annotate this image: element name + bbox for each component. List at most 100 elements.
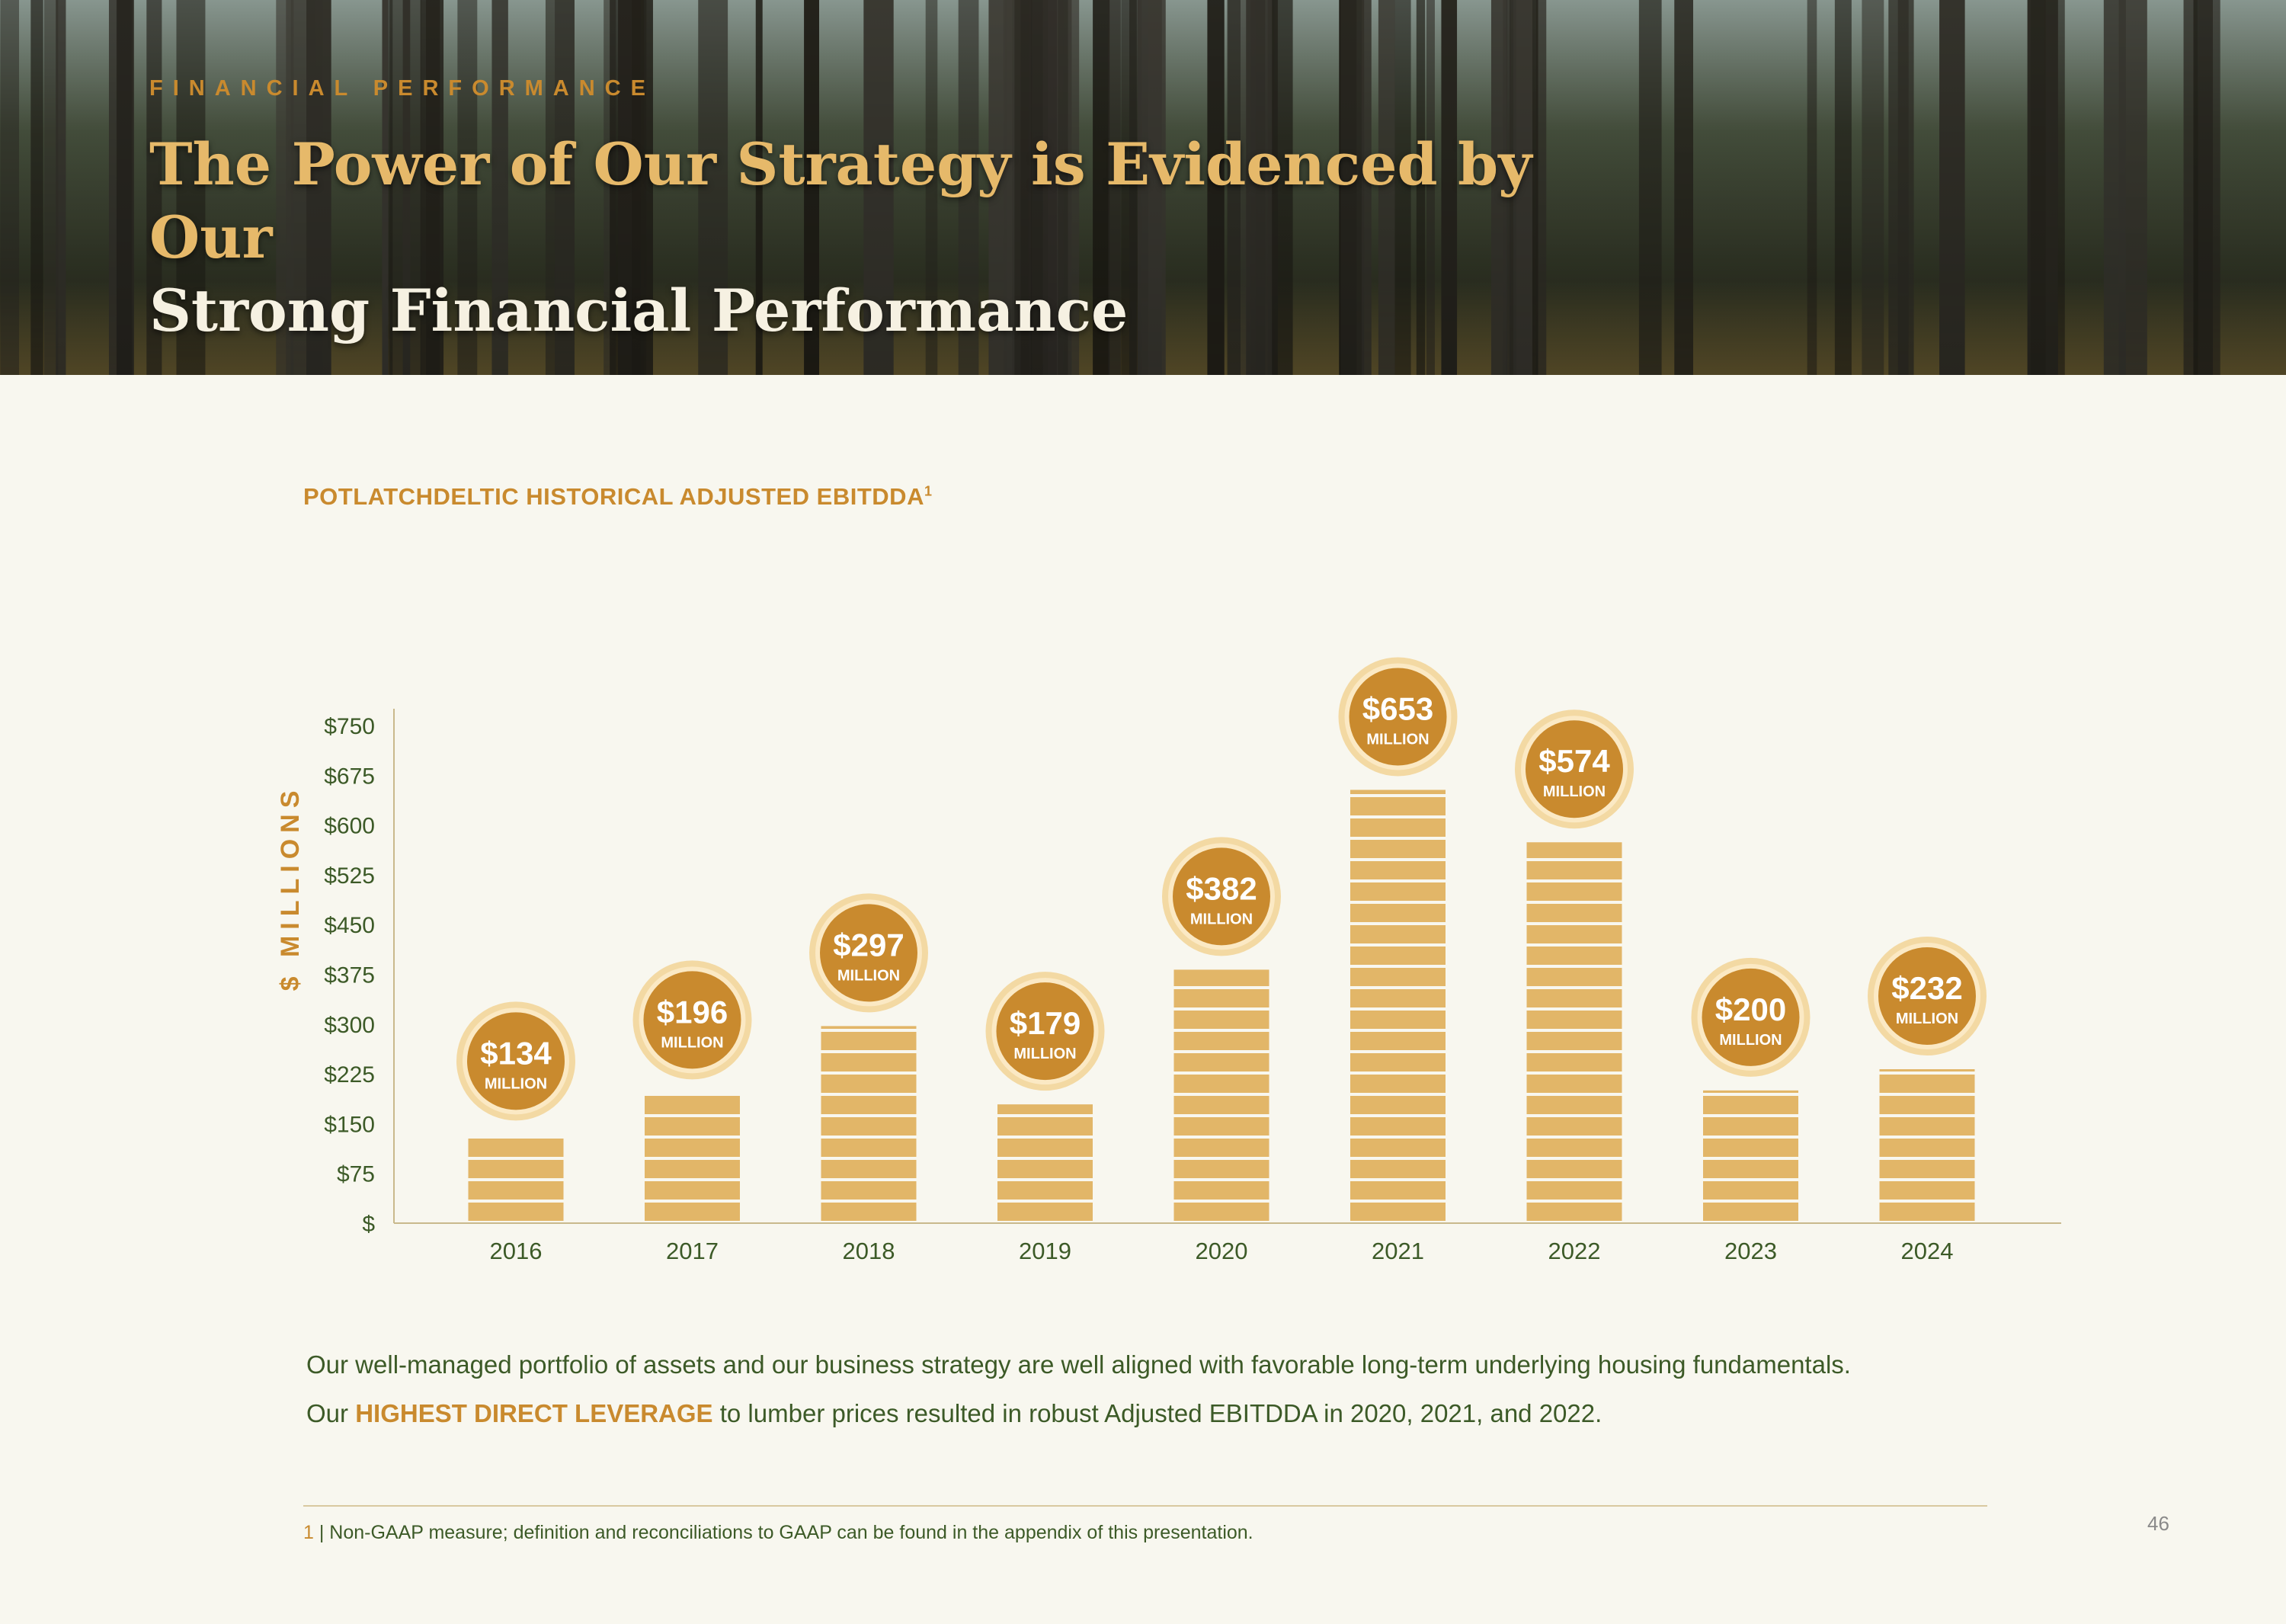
body-paragraph-2: Our HIGHEST DIRECT LEVERAGE to lumber pr…	[306, 1399, 2135, 1428]
x-tick-label: 2018	[843, 1238, 895, 1264]
bar-segment	[1526, 1096, 1622, 1114]
bar-segment	[1526, 989, 1622, 1007]
bar-segment	[997, 1104, 1093, 1114]
bar-segment	[645, 1139, 740, 1157]
bar-segment	[1173, 1181, 1269, 1200]
bar-segment	[468, 1139, 564, 1157]
bar-segment	[1173, 1139, 1269, 1157]
bar-segment	[821, 1117, 917, 1136]
value-badge	[1526, 720, 1623, 818]
bar-segment	[1526, 904, 1622, 922]
data-label-unit: MILLION	[1366, 731, 1429, 748]
bar-segment	[1879, 1181, 1975, 1200]
bar-segment	[1350, 1011, 1446, 1029]
bar-segment	[1173, 1096, 1269, 1114]
bar-segment	[821, 1032, 917, 1050]
page-number: 46	[2147, 1512, 2169, 1535]
bar-segment	[468, 1160, 564, 1178]
y-tick-label: $150	[324, 1112, 375, 1137]
hero-banner: FINANCIAL PERFORMANCE The Power of Our S…	[0, 0, 2286, 375]
value-badge	[1878, 947, 1976, 1046]
data-label: $382	[1186, 870, 1257, 906]
bar-segment	[1879, 1160, 1975, 1178]
bar-segment	[821, 1075, 917, 1093]
bar-segment	[1350, 947, 1446, 965]
bar-segment	[1526, 1117, 1622, 1136]
bar-segment	[1350, 1139, 1446, 1157]
bar-segment	[1879, 1117, 1975, 1136]
page-title-line1: The Power of Our Strategy is Evidenced b…	[149, 130, 1532, 271]
value-badge	[996, 982, 1094, 1081]
bar-segment	[468, 1181, 564, 1200]
bar-segment	[468, 1203, 564, 1221]
bar-segment	[821, 1053, 917, 1071]
bar-segment	[1350, 861, 1446, 879]
data-label-unit: MILLION	[1719, 1032, 1782, 1049]
x-tick-label: 2017	[666, 1238, 719, 1264]
y-tick-label: $75	[337, 1162, 375, 1187]
body-paragraph-2-prefix: Our	[306, 1399, 356, 1427]
bar-segment	[1526, 861, 1622, 879]
y-tick-label: $525	[324, 863, 375, 889]
bar-segment	[1350, 1160, 1446, 1178]
data-label-unit: MILLION	[1543, 783, 1606, 800]
bar-segment	[1526, 1181, 1622, 1200]
forest-background-image	[0, 0, 2286, 375]
bar-segment	[1703, 1181, 1798, 1200]
bar-segment	[1879, 1203, 1975, 1221]
y-tick-label: $	[362, 1212, 375, 1237]
body-paragraph-2-suffix: to lumber prices resulted in robust Adju…	[712, 1399, 1602, 1427]
highlight-text: HIGHEST DIRECT LEVERAGE	[355, 1399, 713, 1427]
bar-segment	[1526, 842, 1622, 858]
x-tick-label: 2019	[1019, 1238, 1071, 1264]
bar-segment	[1526, 1011, 1622, 1029]
data-label: $200	[1715, 991, 1786, 1027]
bar-segment	[645, 1181, 740, 1200]
chart-title-footnote-marker: 1	[924, 483, 933, 499]
bar-segment	[1350, 1117, 1446, 1136]
footnote: 1 | Non-GAAP measure; definition and rec…	[303, 1522, 1253, 1544]
bar-segment	[1350, 882, 1446, 901]
data-label-unit: MILLION	[1190, 911, 1253, 927]
bar-segment	[1350, 840, 1446, 858]
bar-segment	[1526, 1053, 1622, 1071]
bar-segment	[1173, 1203, 1269, 1221]
bar-segment	[1703, 1117, 1798, 1136]
bar-segment	[1703, 1139, 1798, 1157]
bar-segment	[1350, 1032, 1446, 1050]
bar-segment	[1350, 904, 1446, 922]
footnote-text: | Non-GAAP measure; definition and recon…	[313, 1522, 1253, 1543]
bar-segment	[1526, 1160, 1622, 1178]
bar-segment	[1350, 1075, 1446, 1093]
bar-segment	[821, 1026, 917, 1029]
y-tick-label: $450	[324, 913, 375, 938]
bar-segment	[1703, 1090, 1798, 1093]
section-eyebrow: FINANCIAL PERFORMANCE	[149, 76, 655, 101]
bar-segment	[1173, 1075, 1269, 1093]
footnote-divider	[303, 1505, 1987, 1507]
bar-segment	[1526, 1203, 1622, 1221]
data-label: $653	[1362, 690, 1433, 726]
value-badge	[643, 971, 741, 1069]
bar-segment	[645, 1096, 740, 1114]
data-label-unit: MILLION	[1013, 1046, 1076, 1062]
bar-segment	[1526, 1075, 1622, 1093]
bar-segment	[1703, 1203, 1798, 1221]
bar-segment	[1173, 1160, 1269, 1178]
bar-segment	[1350, 925, 1446, 943]
bar-segment	[821, 1181, 917, 1200]
data-label: $232	[1891, 970, 1962, 1006]
y-tick-label: $750	[324, 714, 375, 739]
data-label: $574	[1538, 743, 1610, 779]
data-label-unit: MILLION	[837, 967, 900, 984]
value-badge	[1173, 847, 1270, 946]
bar-segment	[1526, 947, 1622, 965]
bar-segment	[1526, 882, 1622, 901]
bar-segment	[821, 1096, 917, 1114]
data-label-unit: MILLION	[1896, 1011, 1958, 1027]
bar-segment	[1879, 1139, 1975, 1157]
body-paragraph-1: Our well-managed portfolio of assets and…	[306, 1350, 1851, 1379]
bar-segment	[1879, 1069, 1975, 1071]
x-tick-label: 2022	[1548, 1238, 1601, 1264]
bar-segment	[997, 1181, 1093, 1200]
